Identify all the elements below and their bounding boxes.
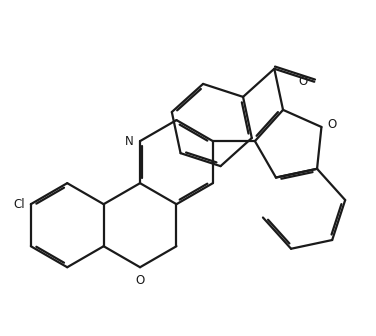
Text: O: O (135, 274, 145, 287)
Text: O: O (328, 118, 337, 131)
Text: N: N (125, 135, 134, 148)
Text: O: O (299, 75, 308, 88)
Text: Cl: Cl (13, 198, 24, 211)
